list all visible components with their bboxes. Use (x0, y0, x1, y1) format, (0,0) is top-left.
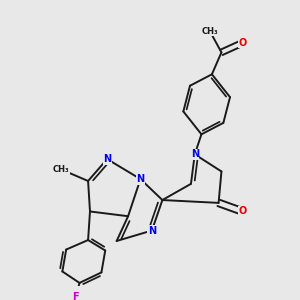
Text: N: N (191, 149, 199, 159)
Text: N: N (103, 154, 111, 164)
Text: N: N (148, 226, 156, 236)
Text: F: F (72, 292, 79, 300)
Text: CH₃: CH₃ (53, 165, 70, 174)
Text: N: N (136, 174, 145, 184)
Text: O: O (238, 38, 247, 48)
Text: O: O (238, 206, 247, 217)
Text: CH₃: CH₃ (202, 27, 218, 36)
